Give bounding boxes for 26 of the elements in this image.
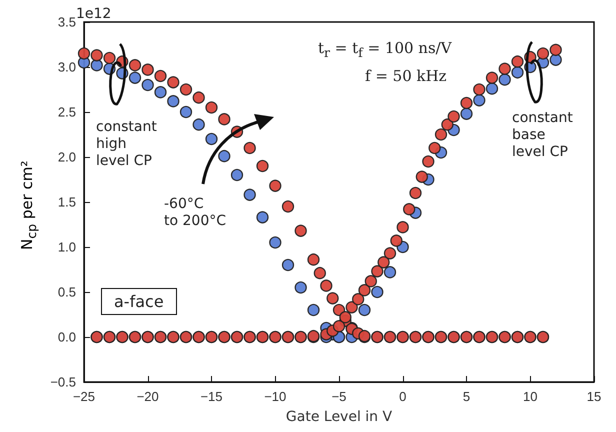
- x-tick-label: 10: [523, 389, 538, 404]
- y-tick-label: 1.0: [58, 240, 76, 254]
- y-tick-label: 1.5: [58, 194, 76, 210]
- x-tick-label: 5: [462, 389, 470, 404]
- text: 1e12: [76, 6, 112, 23]
- annotation: t$_{r}$ = t$_{f}$ = 100 ns/V: [318, 39, 452, 61]
- x-axis-title: Gate Level in V: [286, 409, 393, 425]
- y-tick-label: 3.0: [58, 60, 76, 74]
- x-tick-label: −5: [332, 389, 346, 404]
- y-tick-label: 2.5: [58, 104, 76, 120]
- y-tick-label: 2.0: [58, 150, 76, 164]
- annotation: -60°C to 200°C: [164, 196, 226, 230]
- x-tick-label: −20: [136, 389, 159, 404]
- x-tick-label: −10: [264, 389, 286, 404]
- annotation: a-face: [101, 288, 177, 315]
- x-tick-label: 0: [399, 389, 406, 404]
- y-tick-label: 0.0: [58, 330, 76, 344]
- annotation: constant base level CP: [512, 110, 573, 161]
- annotation: f = 50 kHz: [365, 67, 447, 85]
- x-tick-label: −15: [200, 389, 223, 404]
- x-tick-label: 15: [586, 389, 602, 404]
- x-tick-label: −25: [72, 389, 96, 404]
- y-tick-label: 0.5: [58, 284, 76, 300]
- y-tick-label: 3.5: [58, 14, 76, 30]
- annotation: constant high level CP: [96, 119, 157, 170]
- y-tick-label: −0.5: [50, 374, 76, 390]
